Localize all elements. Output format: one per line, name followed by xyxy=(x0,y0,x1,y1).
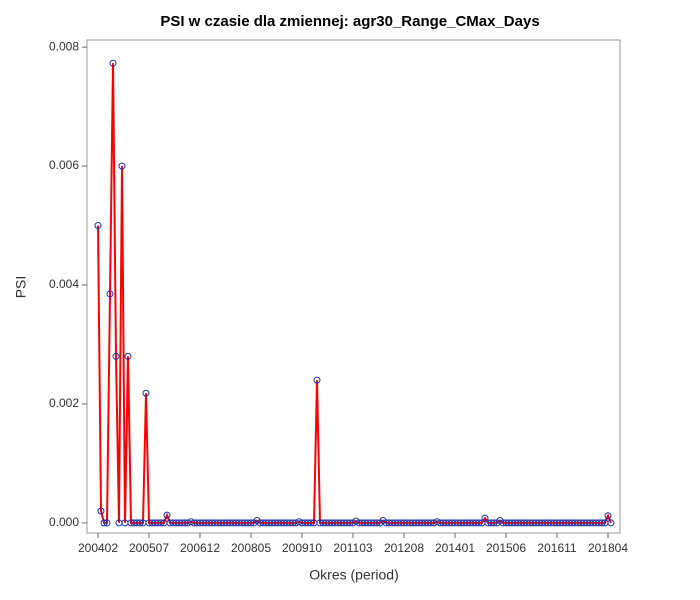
data-point xyxy=(142,389,150,397)
data-point xyxy=(490,519,498,527)
x-axis-label: Okres (period) xyxy=(309,567,398,583)
x-tick-label: 201611 xyxy=(537,541,576,555)
y-tick-label: 0.008 xyxy=(49,39,79,53)
data-point xyxy=(607,519,615,527)
data-point xyxy=(307,519,315,527)
data-point xyxy=(313,376,321,384)
data-point xyxy=(247,519,255,527)
data-point xyxy=(373,519,381,527)
data-point xyxy=(598,519,606,527)
x-tick-label: 201804 xyxy=(588,541,628,555)
x-tick-label: 200910 xyxy=(282,541,322,555)
x-tick-label: 201208 xyxy=(384,541,424,555)
data-point xyxy=(106,290,114,298)
y-tick-label: 0.004 xyxy=(49,277,79,291)
data-point xyxy=(163,511,171,519)
x-tick-label: 200402 xyxy=(78,541,118,555)
chart-title: PSI w czasie dla zmiennej: agr30_Range_C… xyxy=(160,13,539,30)
x-tick-label: 200805 xyxy=(231,541,271,555)
data-point xyxy=(475,519,483,527)
data-point xyxy=(157,519,165,527)
y-tick-label: 0.006 xyxy=(49,158,79,172)
x-tick-label: 200507 xyxy=(129,541,169,555)
y-axis-label: PSI xyxy=(13,276,29,299)
data-point xyxy=(118,162,126,170)
x-tick-label: 201506 xyxy=(486,541,526,555)
x-tick-label: 200612 xyxy=(180,541,220,555)
data-point xyxy=(97,507,105,515)
data-line xyxy=(97,63,612,524)
y-tick-label: 0.000 xyxy=(49,515,79,529)
data-point xyxy=(112,352,120,360)
data-point xyxy=(109,59,117,67)
data-point xyxy=(94,222,102,230)
data-point xyxy=(136,519,144,527)
x-tick-label: 201401 xyxy=(435,541,475,555)
data-point xyxy=(604,512,612,520)
y-tick-label: 0.002 xyxy=(49,396,79,410)
x-tick-label: 201103 xyxy=(333,541,372,555)
data-point xyxy=(100,519,108,527)
data-point xyxy=(103,519,111,527)
data-point xyxy=(124,352,132,360)
